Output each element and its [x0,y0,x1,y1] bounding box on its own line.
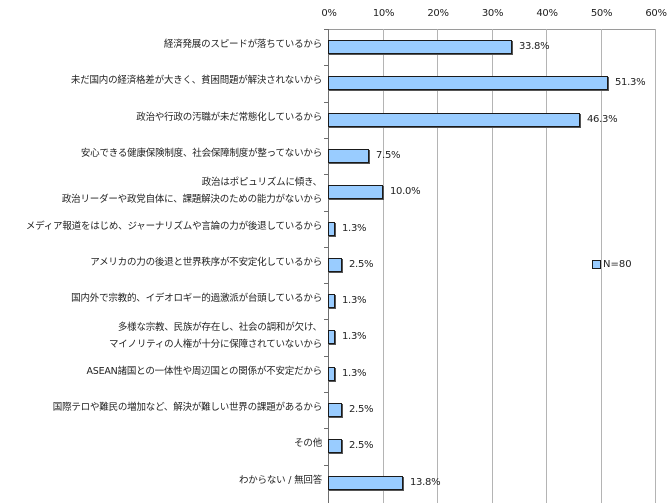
legend: N=80 [592,259,632,270]
category-label: 安心できる健康保険制度、社会保障制度が整ってないから [80,148,322,159]
x-tick-label: 40% [536,8,558,19]
value-label: 1.3% [342,368,367,379]
bar [328,367,336,381]
category-tick [324,356,328,357]
value-label: 1.3% [342,223,367,234]
category-tick [324,319,328,320]
category-tick [324,29,328,30]
bar [328,258,342,272]
value-label: 2.5% [349,259,374,270]
category-label: アメリカの力の後退と世界秩序が不安定化しているから [90,257,322,268]
category-label: 多様な宗教、民族が存在し、社会の調和が欠け、 マイノリティの人権が十分に保障されて… [108,322,322,350]
value-label: 1.3% [342,295,367,306]
bar [328,185,383,199]
value-label: 2.5% [349,440,374,451]
category-tick [324,65,328,66]
bar [328,294,336,308]
bar [328,222,336,236]
gridline [601,29,602,503]
bar [328,403,342,417]
gridline [383,29,384,503]
category-label: 国内外で宗教的、イデオロギー的過激派が台頭しているから [71,293,322,304]
category-label: 未だ国内の経済格差が大きく、貧困問題が解決されないから [70,75,322,86]
value-label: 33.8% [519,41,550,52]
bar [328,476,404,490]
value-label: 1.3% [342,331,367,342]
bar [328,76,608,90]
category-label: 経済発展のスピードが落ちているから [163,39,322,50]
x-tick-label: 30% [481,8,504,19]
x-tick-label: 50% [590,8,613,19]
legend-label: N=80 [603,259,632,270]
gridline [546,29,547,503]
category-label: 政治はポピュリズムに傾き、 政治リーダーや政党自体に、課題解決のための能力がないか… [61,177,322,205]
gridline [492,29,493,503]
legend-swatch [592,260,601,269]
category-tick [324,392,328,393]
category-tick [324,428,328,429]
bar [328,113,581,127]
bar [328,439,342,453]
x-tick-label: 0% [321,8,337,19]
category-tick [324,102,328,103]
value-label: 2.5% [349,404,374,415]
category-label: 国際テロや難民の増加など、解決が難しい世界の課題があるから [52,402,322,413]
category-tick [324,211,328,212]
value-label: 10.0% [390,186,421,197]
value-label: 7.5% [376,150,401,161]
value-label: 13.8% [410,477,441,488]
bar [328,40,513,54]
category-tick [324,465,328,466]
category-tick [324,283,328,284]
category-label: その他 [294,438,322,449]
category-label: わからない / 無回答 [238,475,322,486]
category-tick [324,174,328,175]
x-tick-label: 20% [427,8,449,19]
bar [328,149,369,163]
x-tick-label: 60% [645,8,667,19]
value-label: 51.3% [615,77,646,88]
category-label: ASEAN諸国との一体性や周辺国との関係が不安定だから [86,366,322,377]
gridline [655,29,656,503]
gridline [437,29,438,503]
x-tick-label: 10% [372,8,395,19]
category-label: 政治や行政の汚職が未だ常態化しているから [136,112,322,123]
value-label: 46.3% [587,114,618,125]
x-axis-line [328,29,655,30]
bar [328,330,336,344]
category-tick [324,138,328,139]
category-tick [324,247,328,248]
category-label: メディア報道をはじめ、ジャーナリズムや言論の力が後退しているから [25,221,322,232]
